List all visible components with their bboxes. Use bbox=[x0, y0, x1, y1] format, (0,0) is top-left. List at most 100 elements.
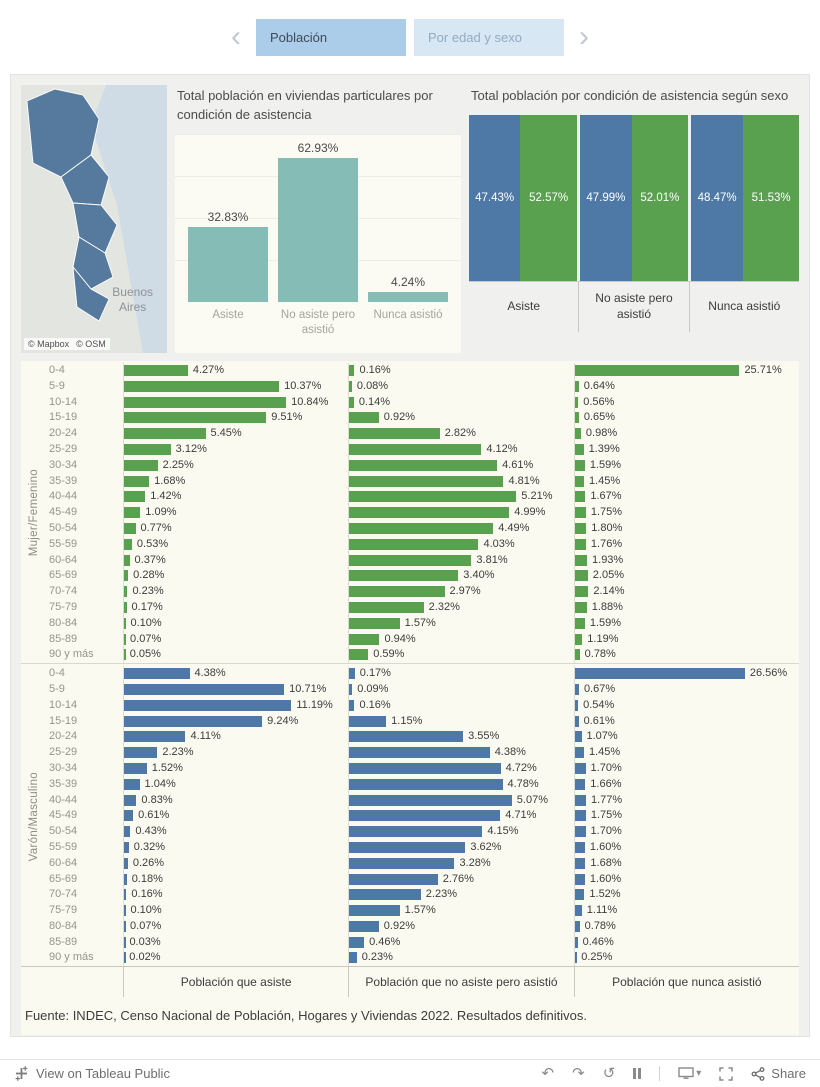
bar[interactable] bbox=[349, 920, 379, 932]
bar[interactable] bbox=[349, 905, 400, 917]
pyramid-bar-row[interactable]: 0.02% bbox=[124, 950, 348, 966]
pyramid-bar-row[interactable]: 1.67% bbox=[574, 489, 799, 505]
bar[interactable] bbox=[124, 538, 132, 550]
pyramid-bar-row[interactable]: 4.12% bbox=[349, 442, 573, 458]
pyramid-bar-row[interactable]: 1.68% bbox=[124, 474, 348, 490]
pyramid-bar-row[interactable]: 0.05% bbox=[124, 647, 348, 663]
pyramid-bar-row[interactable]: 0.46% bbox=[574, 935, 799, 951]
pyramid-bar-row[interactable]: 9.24% bbox=[124, 714, 348, 730]
osm-attribution[interactable]: © OSM bbox=[76, 339, 106, 349]
bar[interactable] bbox=[574, 952, 577, 964]
bar[interactable] bbox=[574, 794, 586, 806]
pyramid-bar-row[interactable]: 0.64% bbox=[574, 379, 799, 395]
bar[interactable] bbox=[124, 747, 158, 759]
bar[interactable] bbox=[124, 475, 150, 487]
pyramid-bar-row[interactable]: 0.07% bbox=[124, 919, 348, 935]
pyramid-bar-row[interactable]: 26.56% bbox=[574, 666, 799, 682]
pyramid-bar-row[interactable]: 0.17% bbox=[124, 600, 348, 616]
bar[interactable] bbox=[349, 952, 357, 964]
pyramid-bar-row[interactable]: 4.72% bbox=[349, 761, 573, 777]
bar[interactable] bbox=[574, 586, 589, 598]
bar[interactable] bbox=[349, 715, 387, 727]
pyramid-bar-row[interactable]: 0.32% bbox=[124, 840, 348, 856]
pyramid-bar-row[interactable]: 0.61% bbox=[574, 714, 799, 730]
pyramid-bar-row[interactable]: 0.43% bbox=[124, 824, 348, 840]
bar[interactable] bbox=[349, 443, 482, 455]
bar[interactable] bbox=[574, 554, 588, 566]
bar[interactable] bbox=[124, 396, 287, 408]
bar[interactable] bbox=[349, 380, 352, 392]
bar[interactable] bbox=[349, 586, 445, 598]
pyramid-bar-row[interactable]: 5.21% bbox=[349, 489, 573, 505]
pyramid-bar-row[interactable]: 1.76% bbox=[574, 537, 799, 553]
bar[interactable] bbox=[124, 905, 126, 917]
pyramid-bar-row[interactable]: 10.84% bbox=[124, 395, 348, 411]
pyramid-bar-row[interactable]: 0.98% bbox=[574, 426, 799, 442]
pyramid-bar-row[interactable]: 0.07% bbox=[124, 632, 348, 648]
redo-icon[interactable]: ↷ bbox=[572, 1065, 585, 1082]
pyramid-bar-row[interactable]: 3.81% bbox=[349, 553, 573, 569]
pyramid-bar-row[interactable]: 1.75% bbox=[574, 505, 799, 521]
pyramid-bar-row[interactable]: 0.23% bbox=[349, 950, 573, 966]
bar[interactable] bbox=[349, 365, 355, 376]
bar[interactable] bbox=[574, 380, 579, 392]
pyramid-bar-row[interactable]: 5.07% bbox=[349, 793, 573, 809]
bar[interactable] bbox=[124, 668, 190, 680]
pyramid-bar-row[interactable]: 2.23% bbox=[349, 887, 573, 903]
pyramid-bar-row[interactable]: 25.71% bbox=[574, 363, 799, 379]
bar[interactable] bbox=[574, 459, 585, 471]
pyramid-bar-row[interactable]: 0.94% bbox=[349, 632, 573, 648]
bar[interactable] bbox=[574, 810, 586, 822]
pyramid-bar-row[interactable]: 1.77% bbox=[574, 793, 799, 809]
chevron-left-icon[interactable]: ‹ bbox=[231, 20, 241, 53]
pyramid-bar-row[interactable]: 1.60% bbox=[574, 872, 799, 888]
bar[interactable] bbox=[124, 810, 134, 822]
bar[interactable] bbox=[124, 633, 126, 645]
pyramid-bar-row[interactable]: 1.19% bbox=[574, 632, 799, 648]
bar[interactable] bbox=[124, 857, 128, 869]
pyramid-bar-row[interactable]: 0.17% bbox=[349, 666, 573, 682]
pyramid-bar-row[interactable]: 0.53% bbox=[124, 537, 348, 553]
bar[interactable] bbox=[124, 762, 147, 774]
bar[interactable] bbox=[349, 747, 490, 759]
bar[interactable] bbox=[574, 617, 585, 629]
bar[interactable] bbox=[124, 601, 127, 613]
pyramid-bar-row[interactable]: 1.70% bbox=[574, 824, 799, 840]
bar[interactable] bbox=[349, 668, 355, 680]
tab-poblacion[interactable]: Población bbox=[256, 18, 406, 56]
pyramid-bar-row[interactable]: 4.15% bbox=[349, 824, 573, 840]
pyramid-bar-row[interactable]: 0.61% bbox=[124, 808, 348, 824]
pyramid-bar-row[interactable]: 9.51% bbox=[124, 410, 348, 426]
bar[interactable] bbox=[124, 952, 126, 964]
bar[interactable] bbox=[124, 380, 280, 392]
pyramid-bar-row[interactable]: 4.99% bbox=[349, 505, 573, 521]
bar[interactable] bbox=[574, 873, 585, 885]
bar[interactable] bbox=[349, 412, 379, 424]
pyramid-bar-row[interactable]: 0.92% bbox=[349, 919, 573, 935]
pyramid-bar-row[interactable]: 0.56% bbox=[574, 395, 799, 411]
reset-icon[interactable]: ↺ bbox=[602, 1065, 616, 1082]
condition-bar[interactable]: 4.24% bbox=[366, 134, 450, 302]
bar[interactable] bbox=[574, 683, 579, 695]
pyramid-bar-row[interactable]: 4.78% bbox=[349, 777, 573, 793]
bar[interactable] bbox=[124, 826, 131, 838]
bar[interactable] bbox=[349, 491, 517, 503]
bar[interactable] bbox=[124, 586, 128, 598]
pyramid-bar-row[interactable]: 2.76% bbox=[349, 872, 573, 888]
pyramid-bar-row[interactable]: 0.09% bbox=[349, 682, 573, 698]
bar[interactable] bbox=[124, 459, 158, 471]
pyramid-bar-row[interactable]: 1.60% bbox=[574, 840, 799, 856]
bar[interactable] bbox=[124, 443, 171, 455]
pyramid-bar-row[interactable]: 2.97% bbox=[349, 584, 573, 600]
map[interactable]: Buenos Aires © Mapbox © OSM bbox=[21, 85, 167, 353]
sex-segment[interactable]: 52.57% bbox=[520, 114, 577, 281]
bar[interactable] bbox=[124, 507, 141, 519]
bar[interactable] bbox=[574, 857, 586, 869]
pyramid-bar-row[interactable]: 4.81% bbox=[349, 474, 573, 490]
pyramid-bar-row[interactable]: 1.57% bbox=[349, 616, 573, 632]
bar[interactable] bbox=[574, 475, 584, 487]
pyramid-bar-row[interactable]: 4.49% bbox=[349, 521, 573, 537]
bar[interactable] bbox=[124, 920, 126, 932]
bar[interactable] bbox=[574, 841, 585, 853]
bar[interactable] bbox=[349, 936, 365, 948]
